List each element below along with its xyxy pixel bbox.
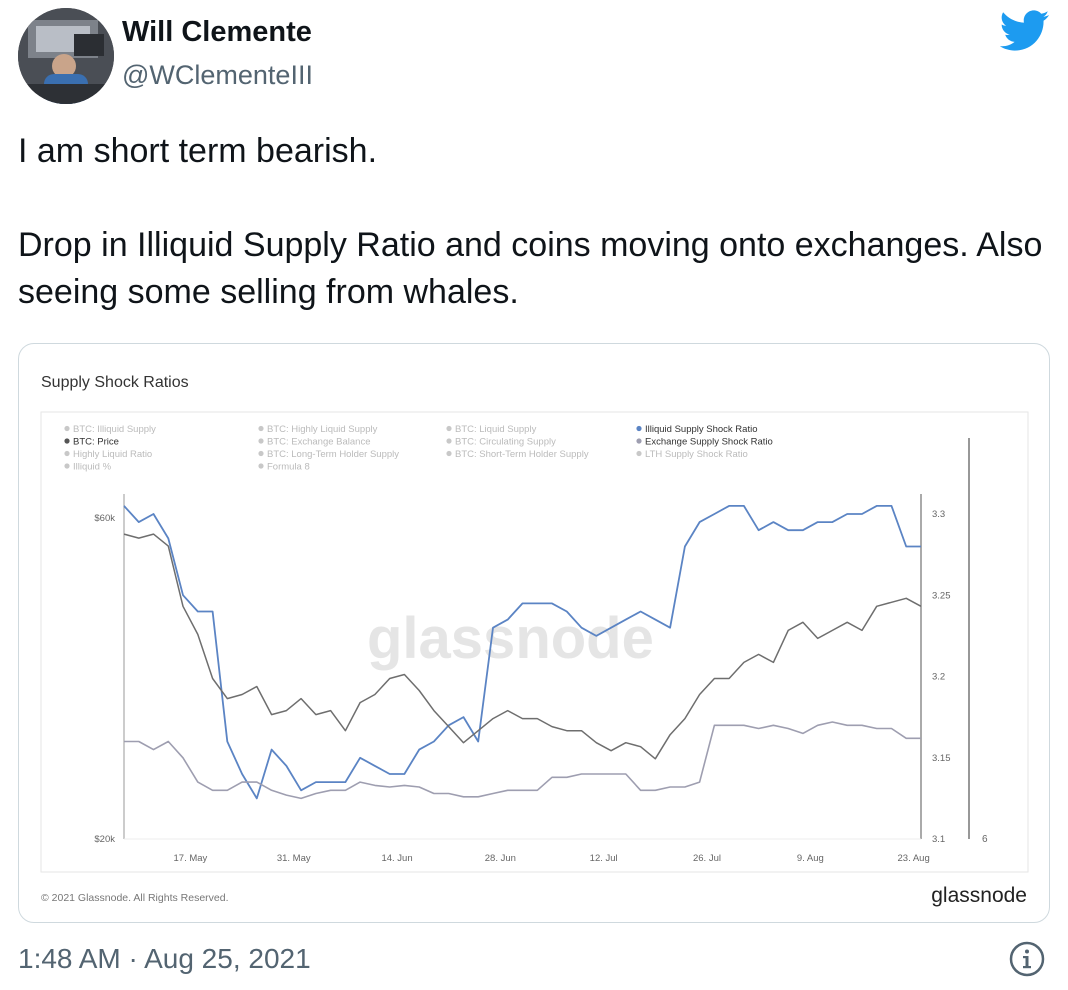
legend-marker <box>636 438 642 444</box>
right-axis-tick-label: 3.2 <box>932 672 945 683</box>
supply-shock-chart: Supply Shock Ratios BTC: Illiquid Supply… <box>40 374 1029 907</box>
legend-item[interactable]: BTC: Circulating Supply <box>455 437 556 448</box>
legend-item[interactable]: BTC: Illiquid Supply <box>73 424 156 435</box>
legend-marker <box>258 425 264 432</box>
legend-item[interactable]: BTC: Highly Liquid Supply <box>267 424 378 435</box>
legend-marker <box>636 450 642 457</box>
tweet-body: I am short term bearish. Drop in Illiqui… <box>18 128 1048 316</box>
legend-marker <box>446 438 452 444</box>
x-axis-tick-label: 28. Jun <box>485 853 516 864</box>
info-icon[interactable] <box>1008 940 1046 978</box>
author-handle[interactable]: @WClementeIII <box>122 60 313 90</box>
left-axis-tick-label: $60k <box>94 513 115 524</box>
x-axis-tick-label: 9. Aug <box>797 853 824 864</box>
x-axis-tick-label: 31. May <box>277 853 311 864</box>
tweet-date: Aug 25, 2021 <box>144 943 311 974</box>
author-display-name[interactable]: Will Clemente <box>122 16 312 48</box>
author-avatar[interactable] <box>18 8 114 104</box>
legend-item[interactable]: BTC: Price <box>73 437 119 448</box>
timestamp-separator: · <box>128 943 138 974</box>
chart-legend: BTC: Illiquid Supply BTC: Highly Liquid S… <box>64 424 773 473</box>
right-axis-tick-label: 3.25 <box>932 590 951 601</box>
legend-item[interactable]: BTC: Long-Term Holder Supply <box>267 449 399 460</box>
legend-marker <box>64 463 70 469</box>
legend-item[interactable]: Formula 8 <box>267 462 310 473</box>
legend-marker <box>258 450 264 457</box>
tweet-text-line-2: Drop in Illiquid Supply Ratio and coins … <box>18 226 1043 311</box>
tweet-media-image[interactable]: Supply Shock Ratios BTC: Illiquid Supply… <box>18 343 1050 923</box>
legend-marker <box>64 450 70 457</box>
legend-item[interactable]: BTC: Liquid Supply <box>455 424 537 435</box>
btc-price-line[interactable] <box>123 533 922 760</box>
exchange-supply-shock-ratio-line[interactable] <box>124 721 921 800</box>
twitter-bird-icon[interactable] <box>1000 10 1050 52</box>
x-axis-tick-label: 14. Jun <box>381 853 412 864</box>
far-right-axis-tick: 6 <box>982 834 988 845</box>
legend-marker <box>446 425 452 432</box>
legend-item[interactable]: Illiquid Supply Shock Ratio <box>645 424 757 435</box>
x-axis-ticks: 17. May 31. May 14. Jun 28. Jun 12. Jul 26. J… <box>174 853 930 864</box>
legend-marker <box>636 425 642 432</box>
x-axis-tick-label: 17. May <box>174 853 208 864</box>
legend-item[interactable]: BTC: Short-Term Holder Supply <box>455 449 589 460</box>
legend-marker <box>258 438 264 444</box>
left-axis-tick-label: $20k <box>94 834 115 845</box>
legend-item[interactable]: Illiquid % <box>73 462 112 473</box>
legend-item[interactable]: Highly Liquid Ratio <box>73 449 152 460</box>
chart-title: Supply Shock Ratios <box>41 374 189 391</box>
legend-marker <box>64 438 70 444</box>
glassnode-logo: glassnode <box>931 884 1027 907</box>
chart-copyright: © 2021 Glassnode. All Rights Reserved. <box>41 892 229 904</box>
illiquid-supply-shock-ratio-line[interactable] <box>123 504 921 800</box>
x-axis-tick-label: 26. Jul <box>693 853 721 864</box>
right-axis-tick-label: 3.1 <box>932 834 945 845</box>
left-axis-ticks: $60k $20k <box>94 513 115 845</box>
chart-plot-frame <box>40 411 1029 873</box>
x-axis-tick-label: 23. Aug <box>898 853 930 864</box>
right-axis-tick-label: 3.3 <box>932 509 945 520</box>
legend-marker <box>446 450 452 457</box>
tweet-time: 1:48 AM <box>18 943 121 974</box>
legend-item[interactable]: BTC: Exchange Balance <box>267 437 371 448</box>
chart-series <box>123 504 922 800</box>
legend-item[interactable]: Exchange Supply Shock Ratio <box>645 437 773 448</box>
right-axis-ticks: 3.3 3.25 3.2 3.15 3.1 <box>932 509 951 845</box>
avatar-image <box>18 8 114 104</box>
x-axis-tick-label: 12. Jul <box>590 853 618 864</box>
right-axis-tick-label: 3.15 <box>932 753 951 764</box>
legend-marker <box>64 425 70 432</box>
tweet-timestamp[interactable]: 1:48 AM · Aug 25, 2021 <box>18 943 311 975</box>
legend-item[interactable]: LTH Supply Shock Ratio <box>645 449 748 460</box>
tweet-text-line-1: I am short term bearish. <box>18 132 378 170</box>
legend-marker <box>258 463 264 469</box>
